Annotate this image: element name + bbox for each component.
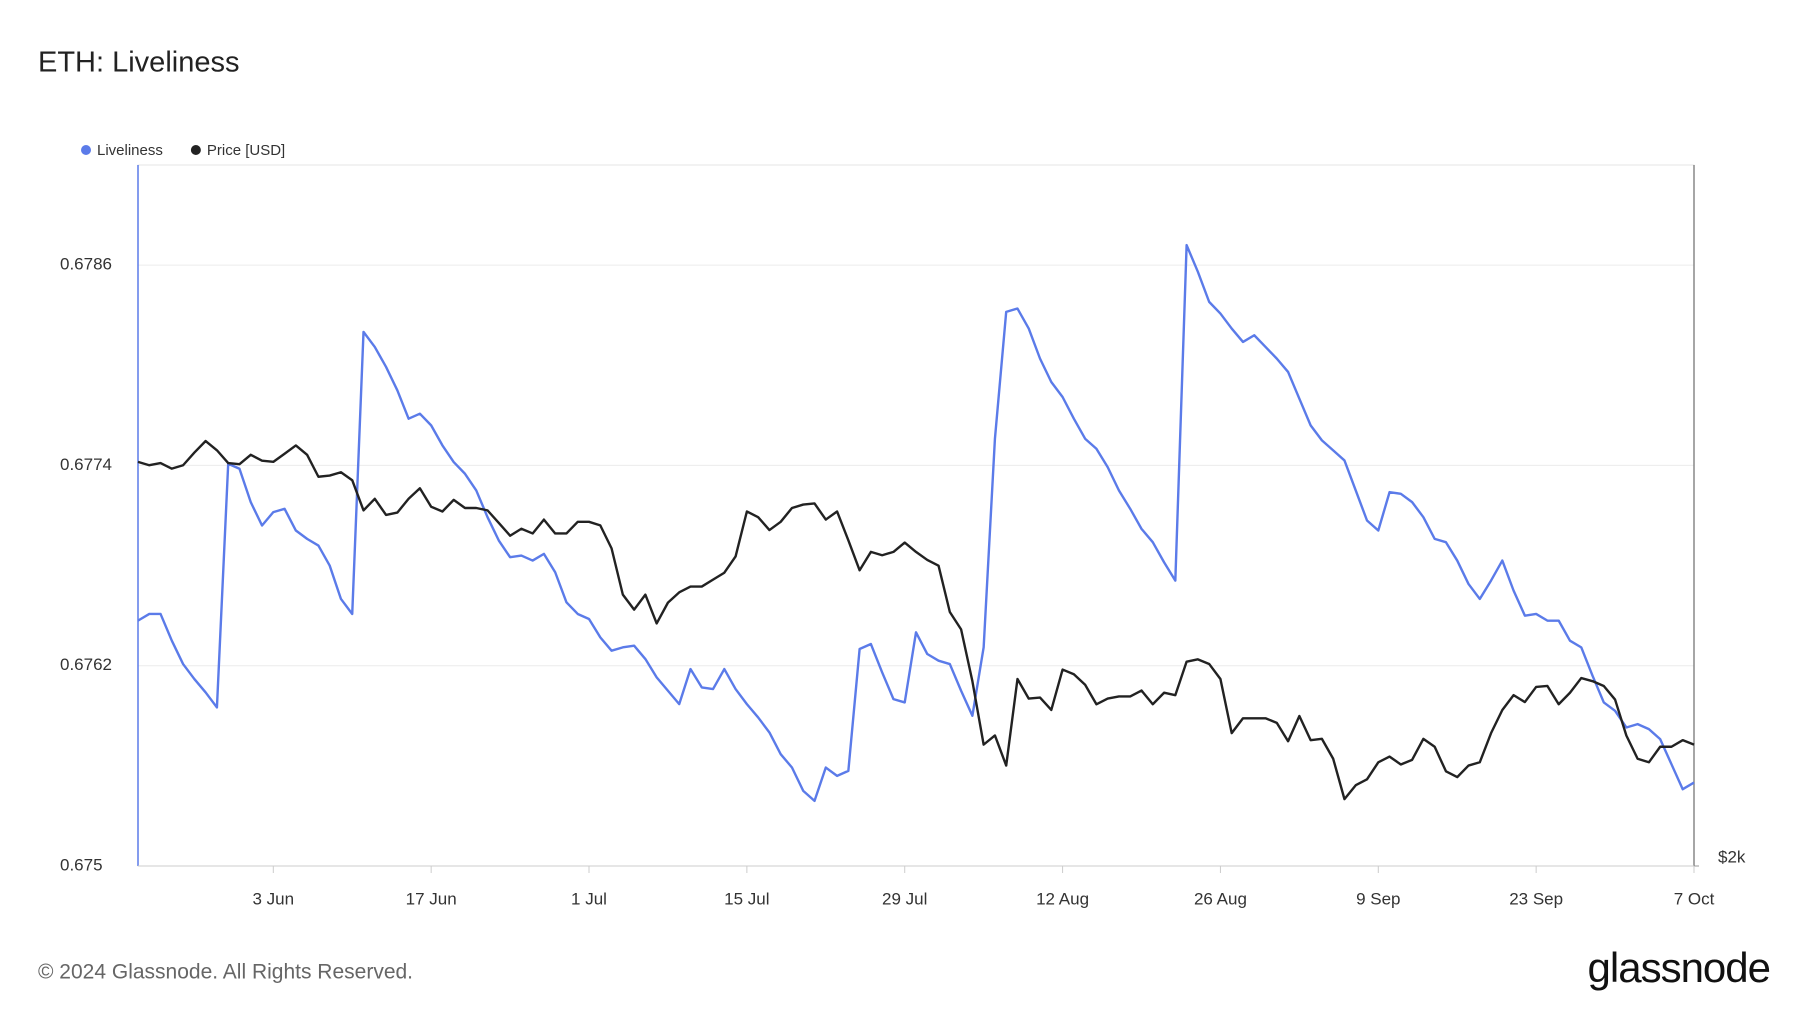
copyright: © 2024 Glassnode. All Rights Reserved.: [38, 961, 413, 984]
x-tick-label: 3 Jun: [253, 889, 295, 908]
x-tick-label: 26 Aug: [1194, 889, 1247, 908]
legend-marker: [190, 145, 201, 155]
legend-marker: [81, 145, 91, 155]
x-tick-label: 1 Jul: [571, 889, 607, 908]
legend-label: Price [USD]: [207, 142, 285, 159]
plot-area: [137, 164, 1695, 867]
chart-title: ETH: Liveliness: [38, 47, 239, 79]
x-tick-label: 7 Oct: [1674, 889, 1715, 908]
y-tick-label: 0.675: [60, 855, 103, 874]
x-tick-label: 15 Jul: [724, 889, 769, 908]
y-tick-label: 0.6774: [60, 455, 112, 474]
y-tick-label: 0.6786: [60, 255, 112, 274]
x-tick-label: 29 Jul: [882, 889, 927, 908]
y2-tick-label: $2k: [1718, 847, 1746, 866]
y-tick-label: 0.6762: [60, 655, 112, 674]
x-tick-label: 23 Sep: [1509, 889, 1563, 908]
x-tick-label: 12 Aug: [1036, 889, 1089, 908]
logo: glassnode: [1588, 944, 1770, 991]
series-line: [137, 243, 1695, 803]
x-tick-label: 9 Sep: [1356, 889, 1400, 908]
legend-label: Liveliness: [97, 142, 163, 159]
x-tick-label: 17 Jun: [406, 889, 457, 908]
series-line: [137, 439, 1695, 801]
